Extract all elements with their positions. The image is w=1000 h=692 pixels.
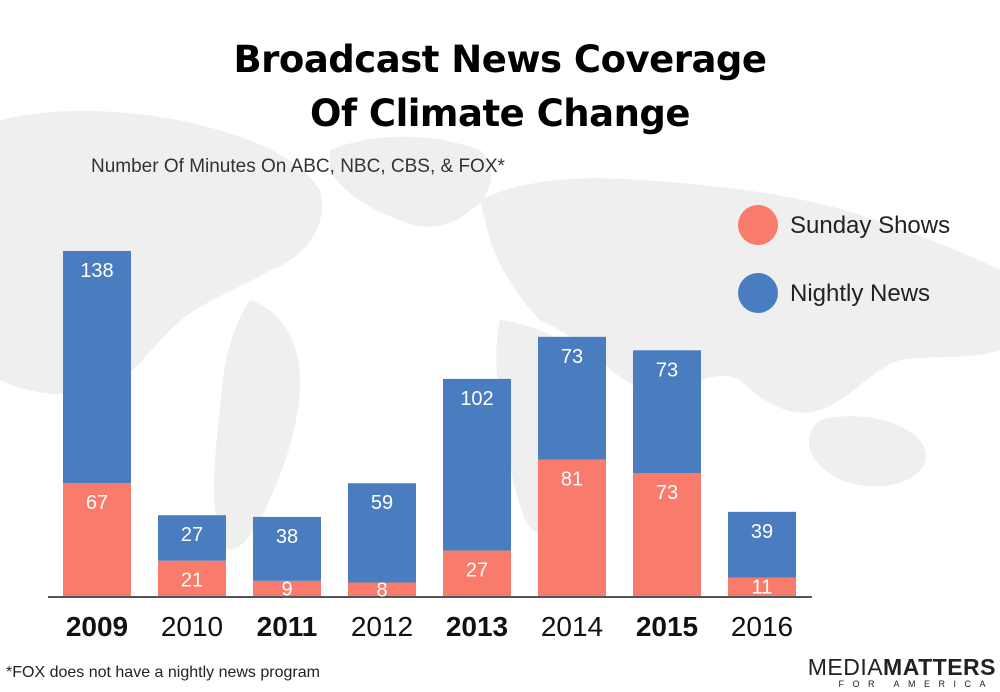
labels-layer: 67 138 2009 21 27 2010 9 38 2011 8 59 2012 27 102 2013… — [66, 260, 793, 642]
legend-label-sunday-shows: Sunday Shows — [790, 212, 951, 239]
chart-subtitle: Number Of Minutes On ABC, NBC, CBS, & FO… — [91, 156, 505, 177]
bar-sunday-shows-2009 — [63, 483, 131, 596]
data-label-sunday-shows-2016: 11 — [752, 577, 773, 599]
bar-sunday-shows-2010 — [158, 560, 226, 596]
data-label-nightly-news-2016: 39 — [751, 521, 773, 543]
legend-label-nightly-news: Nightly News — [790, 280, 931, 307]
data-label-sunday-shows-2012: 8 — [376, 579, 387, 601]
media-matters-logo: MEDIAMATTERS FOR AMERICA — [808, 655, 996, 689]
bar-nightly-news-2011 — [253, 516, 321, 581]
bar-nightly-news-2012 — [348, 483, 416, 583]
bar-sunday-shows-2011 — [253, 580, 321, 596]
footnote: *FOX does not have a nightly news progra… — [6, 664, 320, 681]
data-label-nightly-news-2009: 138 — [80, 260, 113, 282]
data-label-nightly-news-2012: 59 — [371, 492, 393, 514]
bar-sunday-shows-2013 — [443, 550, 511, 596]
x-tick-label-2010: 2010 — [161, 611, 223, 642]
data-label-sunday-shows-2015: 73 — [656, 482, 678, 504]
data-label-sunday-shows-2013: 27 — [466, 560, 488, 582]
data-label-nightly-news-2013: 102 — [460, 388, 493, 410]
chart-title-line-1: Broadcast News Coverage — [233, 38, 767, 81]
data-label-nightly-news-2010: 27 — [181, 524, 203, 546]
data-label-sunday-shows-2011: 9 — [281, 578, 292, 600]
logo-word-matters: MATTERS — [883, 654, 996, 680]
bar-sunday-shows-2012 — [348, 582, 416, 596]
logo-word-media: MEDIA — [807, 654, 884, 680]
x-tick-label-2012: 2012 — [351, 611, 413, 642]
chart-title-line-2: Of Climate Change — [309, 92, 691, 135]
logo-wordmark: MEDIAMATTERS — [808, 655, 996, 679]
x-tick-label-2016: 2016 — [731, 611, 793, 642]
bar-nightly-news-2015 — [633, 350, 701, 474]
x-tick-label-2011: 2011 — [257, 611, 318, 642]
bar-nightly-news-2010 — [158, 515, 226, 561]
data-label-sunday-shows-2014: 81 — [561, 469, 583, 491]
bar-sunday-shows-2014 — [538, 459, 606, 596]
bar-nightly-news-2013 — [443, 378, 511, 551]
bar-nightly-news-2014 — [538, 336, 606, 460]
bar-sunday-shows-2016 — [728, 577, 796, 596]
data-label-sunday-shows-2009: 67 — [86, 492, 108, 514]
bar-sunday-shows-2015 — [633, 473, 701, 596]
data-label-nightly-news-2015: 73 — [656, 359, 678, 381]
bars-layer — [63, 251, 796, 596]
x-tick-label-2015: 2015 — [636, 611, 698, 642]
data-label-nightly-news-2011: 38 — [276, 526, 298, 548]
bar-nightly-news-2016 — [728, 511, 796, 578]
x-tick-label-2009: 2009 — [66, 611, 128, 642]
bar-nightly-news-2009 — [63, 251, 131, 484]
data-label-sunday-shows-2010: 21 — [181, 570, 203, 592]
x-tick-label-2014: 2014 — [541, 611, 603, 642]
data-label-nightly-news-2014: 73 — [561, 346, 583, 368]
legend-swatch-sunday-shows — [738, 205, 778, 245]
legend-swatch-nightly-news — [738, 273, 778, 313]
logo-tagline: FOR AMERICA — [838, 679, 994, 689]
x-tick-label-2013: 2013 — [446, 611, 508, 642]
